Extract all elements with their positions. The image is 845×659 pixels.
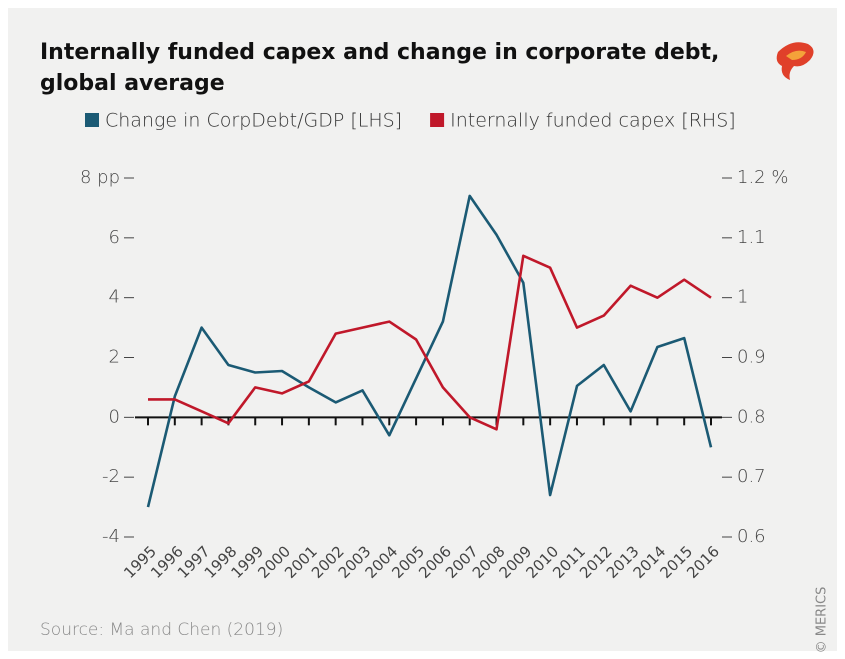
y-tick-label: 0 <box>109 406 120 427</box>
y-tick-label: -4 <box>102 526 120 547</box>
logo <box>776 42 814 80</box>
source: Source: Ma and Chen (2019) <box>40 620 283 640</box>
y2-tick-label: 0.8 <box>737 406 766 427</box>
credit: © MERICS <box>815 587 830 654</box>
legend-swatch <box>430 113 445 127</box>
y2-tick-label: 1.1 <box>737 227 766 248</box>
panel <box>8 8 837 651</box>
chart-title: global average <box>40 71 225 96</box>
y-tick-label: 2 <box>109 347 120 368</box>
y2-tick-label: 0.7 <box>737 466 766 487</box>
y-tick-label: -2 <box>102 466 120 487</box>
y-tick-label: 8 pp <box>80 167 120 188</box>
y-tick-label: 4 <box>109 287 120 308</box>
y2-tick-label: 0.9 <box>737 347 766 368</box>
legend-swatch <box>85 113 99 127</box>
legend-label: Change in CorpDebt/GDP [LHS] <box>105 110 402 132</box>
legend-label: Internally funded capex [RHS] <box>450 110 736 132</box>
chart-title: Internally funded capex and change in co… <box>40 40 719 65</box>
y-tick-label: 6 <box>109 227 120 248</box>
series-line <box>148 254 712 431</box>
series-line <box>146 194 713 508</box>
y2-tick-label: 1.2 % <box>737 167 788 188</box>
y2-tick-label: 0.6 <box>737 526 766 547</box>
y2-tick-label: 1 <box>737 287 748 308</box>
